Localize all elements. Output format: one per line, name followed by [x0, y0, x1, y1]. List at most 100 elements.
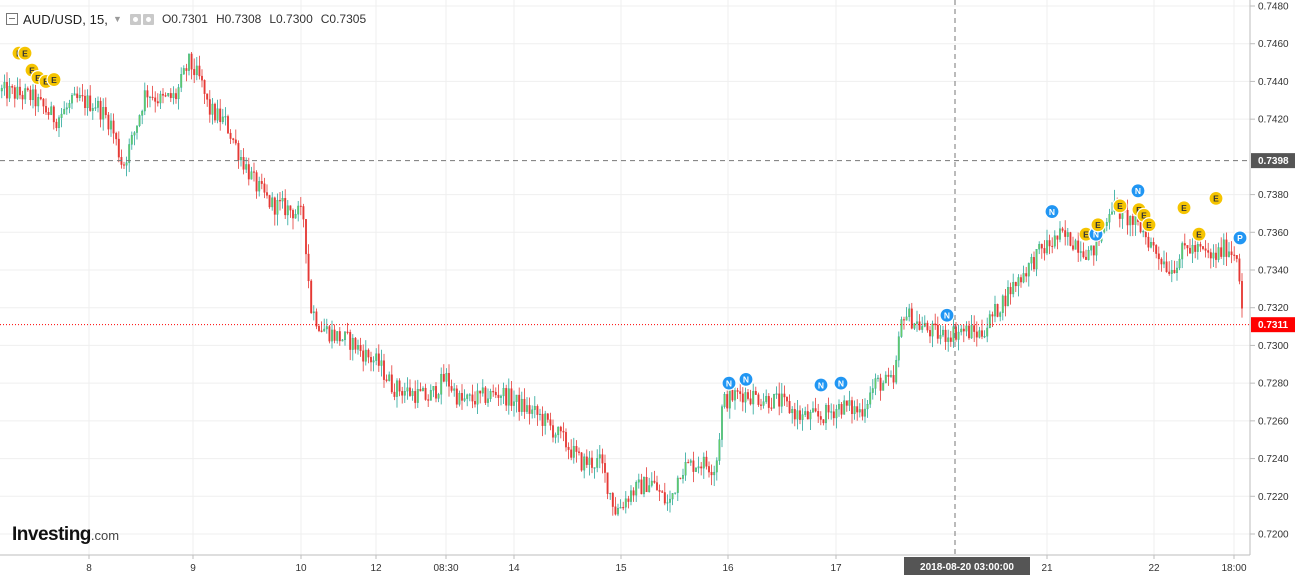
- candle: [788, 394, 791, 414]
- candle-body: [1181, 243, 1184, 260]
- candle-body: [806, 411, 809, 420]
- event-marker-circle[interactable]: [833, 375, 849, 391]
- candle-body: [424, 387, 427, 400]
- candle: [593, 467, 596, 479]
- symbol-label[interactable]: AUD/USD, 15,: [23, 11, 109, 27]
- candle: [455, 385, 458, 408]
- visibility-icon[interactable]: [129, 13, 141, 25]
- event-marker-E[interactable]: E: [1090, 217, 1106, 233]
- candle: [611, 491, 614, 516]
- candle-body: [253, 171, 255, 173]
- event-marker-E[interactable]: E: [1208, 190, 1224, 206]
- candle: [715, 457, 718, 481]
- candle-body: [710, 471, 713, 476]
- candle-body: [728, 389, 731, 409]
- event-marker-circle[interactable]: [1208, 190, 1224, 206]
- candle: [419, 382, 422, 392]
- candle-body: [39, 97, 42, 100]
- candle: [416, 379, 419, 408]
- candle-body: [1165, 261, 1168, 273]
- event-marker-N[interactable]: N: [721, 375, 737, 391]
- candle: [481, 379, 484, 397]
- event-marker-circle[interactable]: [1090, 217, 1106, 233]
- candle: [159, 90, 162, 109]
- candle: [736, 387, 739, 399]
- x-tick-label: 22: [1148, 563, 1160, 574]
- candle-body: [731, 389, 734, 401]
- event-marker-P[interactable]: P: [1232, 230, 1248, 246]
- event-marker-E[interactable]: E: [1141, 217, 1157, 233]
- candle: [965, 321, 968, 337]
- candle-body: [448, 373, 450, 387]
- candle-body: [442, 373, 445, 382]
- event-marker-E[interactable]: E: [1112, 198, 1128, 214]
- candle: [463, 389, 466, 403]
- event-marker-N[interactable]: N: [1044, 203, 1060, 220]
- event-marker-N[interactable]: N: [813, 377, 829, 393]
- candle: [214, 102, 216, 123]
- candle-body: [364, 349, 367, 362]
- event-marker-circle[interactable]: [738, 371, 754, 387]
- chevron-down-icon[interactable]: ▼: [113, 14, 122, 24]
- candle-body: [247, 164, 250, 180]
- candle: [851, 396, 853, 424]
- candle: [1199, 239, 1202, 252]
- candle: [1059, 221, 1061, 243]
- event-marker-N[interactable]: N: [1130, 183, 1146, 199]
- x-tick-label: 08:30: [433, 563, 458, 574]
- candle: [669, 490, 671, 513]
- candle-body: [853, 406, 856, 415]
- candle: [1157, 246, 1160, 270]
- candle: [1061, 226, 1064, 233]
- event-marker-circle[interactable]: [721, 375, 737, 391]
- candle: [968, 320, 970, 340]
- candle-body: [474, 401, 476, 405]
- event-marker-circle[interactable]: [1044, 203, 1060, 220]
- settings-icon[interactable]: [142, 13, 154, 25]
- candle-body: [749, 398, 752, 405]
- candle: [882, 380, 885, 391]
- candle: [409, 379, 411, 397]
- collapse-toggle[interactable]: [6, 13, 18, 25]
- event-marker-circle[interactable]: [1232, 230, 1248, 246]
- candle-body: [91, 108, 94, 111]
- event-marker-circle[interactable]: [1176, 200, 1192, 216]
- candle-body: [328, 326, 331, 342]
- candle-body: [1033, 257, 1035, 270]
- candle-body: [429, 390, 432, 401]
- candle: [476, 383, 479, 414]
- event-marker-N[interactable]: N: [833, 375, 849, 391]
- candle: [1217, 242, 1220, 263]
- event-marker-circle[interactable]: [17, 45, 33, 61]
- event-marker-N[interactable]: N: [738, 371, 754, 387]
- candle: [284, 189, 287, 220]
- event-marker-E[interactable]: E: [1176, 200, 1192, 216]
- event-marker-circle[interactable]: [1191, 226, 1207, 242]
- event-marker-circle[interactable]: [1130, 183, 1146, 199]
- candle: [848, 390, 851, 412]
- candle: [128, 138, 131, 173]
- event-marker-circle[interactable]: [813, 377, 829, 393]
- candle: [396, 378, 398, 408]
- candle: [1126, 199, 1129, 235]
- event-marker-E[interactable]: E: [17, 45, 33, 61]
- candle: [1147, 229, 1150, 252]
- candle: [237, 140, 240, 169]
- event-marker-E[interactable]: E: [46, 71, 62, 88]
- event-marker-letter: N: [743, 375, 749, 385]
- event-marker-circle[interactable]: [1141, 217, 1157, 233]
- candle: [97, 96, 99, 113]
- event-marker-E[interactable]: E: [1191, 226, 1207, 242]
- candle-body: [115, 133, 118, 140]
- candle-body: [593, 467, 596, 469]
- event-marker-circle[interactable]: [1112, 198, 1128, 214]
- candle-body: [619, 507, 622, 509]
- event-marker-circle[interactable]: [46, 71, 62, 88]
- event-marker-circle[interactable]: [939, 307, 955, 323]
- event-marker-N[interactable]: N: [939, 307, 955, 323]
- candle-body: [575, 446, 578, 452]
- candle-body: [1212, 252, 1215, 259]
- y-tick-label: 0.7280: [1258, 379, 1289, 390]
